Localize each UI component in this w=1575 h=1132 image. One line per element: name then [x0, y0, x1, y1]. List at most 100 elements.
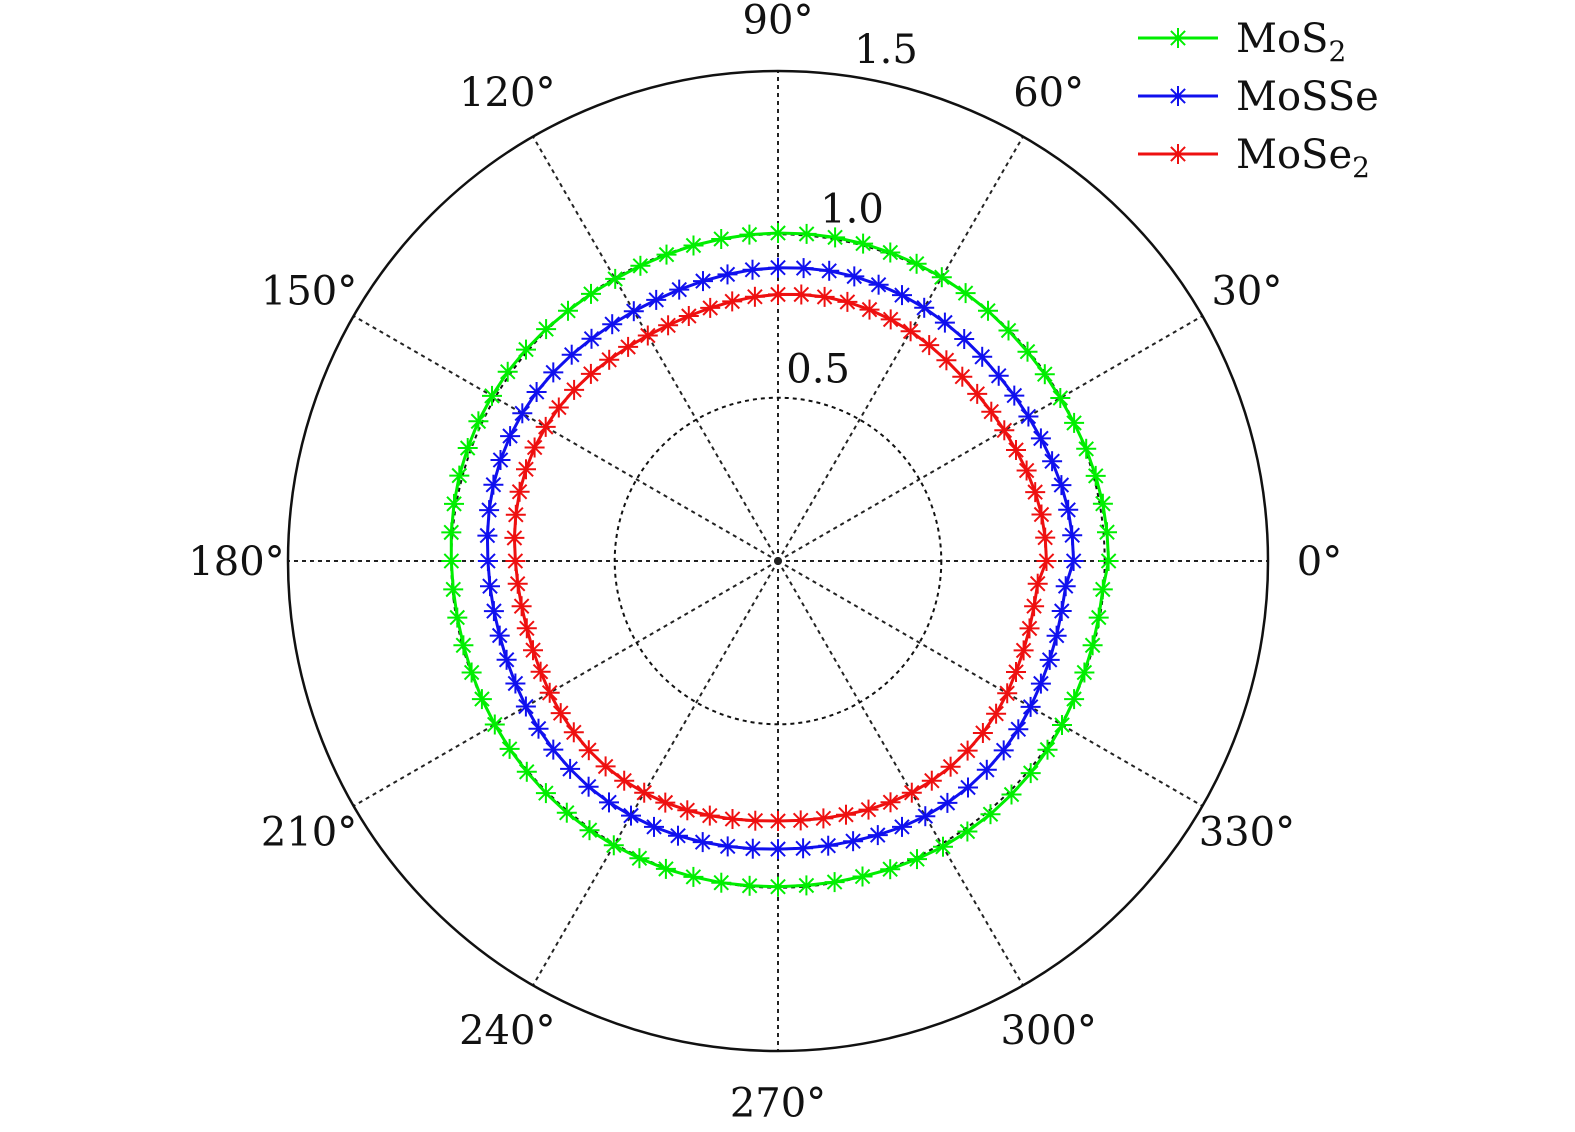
data-point-1-17	[793, 258, 814, 279]
data-point-1-65	[1008, 719, 1029, 740]
data-point-0-44	[516, 761, 537, 782]
data-point-2-47	[614, 770, 635, 791]
data-point-2-30	[535, 416, 556, 437]
data-point-2-70	[1024, 596, 1045, 617]
data-point-0-22	[656, 244, 677, 265]
data-point-0-37	[443, 579, 464, 600]
angle-tick-label-30: 30°	[1211, 268, 1282, 314]
data-point-0-13	[906, 253, 927, 274]
data-point-2-15	[837, 291, 858, 312]
data-point-0-27	[536, 319, 557, 340]
data-point-2-54	[768, 811, 788, 831]
data-point-1-54	[768, 839, 788, 860]
data-point-0-20	[711, 229, 732, 249]
data-point-0-68	[1074, 662, 1095, 683]
series-layer	[441, 223, 1119, 897]
data-point-0-14	[880, 242, 901, 263]
legend-label-0: MoS2	[1236, 16, 1346, 68]
data-point-2-4	[1016, 460, 1037, 481]
data-point-2-24	[637, 325, 658, 346]
data-point-0-11	[955, 283, 976, 304]
data-point-0-8	[1017, 341, 1038, 362]
data-point-2-27	[580, 363, 601, 384]
angle-tick-label-300: 300°	[1001, 1008, 1097, 1054]
data-point-2-7	[981, 401, 1002, 422]
data-point-1-45	[560, 758, 581, 779]
data-point-2-66	[997, 683, 1018, 704]
data-point-0-15	[853, 233, 874, 254]
data-point-2-26	[599, 349, 620, 370]
data-point-0-42	[484, 714, 505, 735]
angle-tick-label-240: 240°	[459, 1008, 555, 1054]
data-point-2-67	[1006, 662, 1026, 682]
data-point-2-50	[677, 800, 698, 821]
data-point-0-24	[605, 268, 626, 289]
data-point-1-21	[693, 271, 713, 292]
data-point-2-18	[768, 284, 788, 305]
series-2	[504, 284, 1057, 831]
data-point-2-51	[699, 805, 720, 826]
data-point-2-63	[957, 740, 978, 761]
data-point-2-45	[578, 740, 599, 761]
data-point-0-52	[711, 872, 732, 893]
data-point-0-35	[441, 522, 462, 543]
angle-gridline-60	[777, 136, 1024, 562]
data-point-0-16	[825, 227, 846, 248]
series-0	[441, 223, 1119, 897]
data-point-2-60	[901, 782, 922, 803]
data-point-1-30	[512, 403, 533, 424]
data-point-1-36	[477, 551, 498, 571]
data-point-2-6	[994, 420, 1015, 441]
data-point-1-49	[644, 816, 664, 837]
data-point-1-39	[489, 625, 510, 646]
data-point-0-25	[581, 283, 601, 304]
data-point-1-53	[742, 838, 763, 859]
data-point-2-37	[507, 573, 528, 594]
data-point-0-29	[497, 361, 518, 382]
angle-gridline-300	[777, 560, 1024, 986]
tick-labels: 0° 30° 60° 90° 120° 150° 180° 210° 240° 270° 300° 3…	[188, 0, 1342, 1127]
data-point-2-52	[722, 809, 743, 829]
data-point-0-51	[683, 866, 704, 887]
data-point-0-3	[1085, 465, 1106, 486]
data-point-0-60	[933, 836, 953, 857]
data-point-1-34	[479, 500, 500, 521]
data-point-2-35	[504, 527, 525, 548]
data-point-0-59	[907, 849, 927, 870]
data-point-0-66	[1052, 715, 1072, 735]
data-point-0-36	[441, 551, 462, 571]
data-point-0-26	[558, 300, 578, 321]
angle-tick-label-270: 270°	[730, 1081, 826, 1127]
data-point-2-23	[658, 315, 679, 336]
legend-label-1: MoSSe	[1236, 74, 1379, 120]
data-point-0-6	[1050, 388, 1071, 408]
data-point-0-7	[1034, 364, 1055, 385]
data-point-1-26	[581, 328, 602, 349]
data-point-1-47	[599, 792, 619, 813]
data-point-1-41	[505, 673, 526, 694]
data-point-2-36	[505, 551, 526, 571]
data-point-1-16	[819, 260, 840, 281]
data-point-2-53	[745, 810, 766, 831]
data-point-0-45	[535, 783, 556, 804]
data-point-1-4	[1042, 451, 1063, 472]
data-point-0-21	[683, 235, 704, 256]
data-point-1-40	[496, 649, 517, 670]
data-point-1-62	[958, 777, 978, 798]
data-point-1-64	[993, 740, 1014, 761]
data-point-1-66	[1020, 696, 1041, 717]
data-point-1-22	[669, 279, 690, 300]
data-point-2-2	[1031, 504, 1052, 525]
radial-tick-label-1: 1.0	[820, 187, 884, 233]
data-point-0-31	[468, 411, 489, 432]
data-point-1-70	[1051, 601, 1072, 621]
data-point-1-52	[717, 836, 738, 857]
data-point-2-33	[509, 481, 530, 502]
data-point-1-55	[793, 838, 814, 859]
angle-tick-label-330: 330°	[1199, 810, 1295, 856]
data-point-2-71	[1027, 573, 1048, 594]
data-point-0-28	[516, 339, 536, 360]
data-point-2-57	[836, 804, 856, 825]
data-point-1-37	[480, 576, 500, 597]
